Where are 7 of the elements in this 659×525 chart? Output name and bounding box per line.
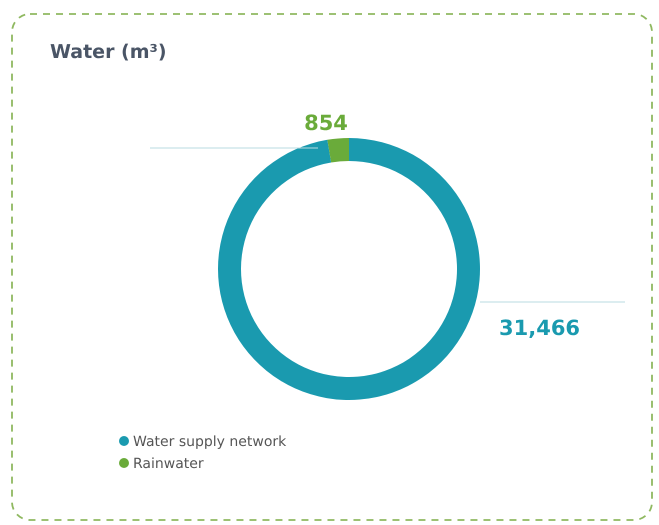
chart-title: Water (m³) — [50, 41, 167, 63]
donut-slice — [327, 138, 349, 162]
donut-slice — [218, 138, 480, 400]
legend-label: Rainwater — [133, 456, 204, 472]
legend-label: Water supply network — [133, 434, 288, 450]
data-label: 854 — [304, 111, 348, 135]
data-label: 31,466 — [499, 316, 580, 340]
